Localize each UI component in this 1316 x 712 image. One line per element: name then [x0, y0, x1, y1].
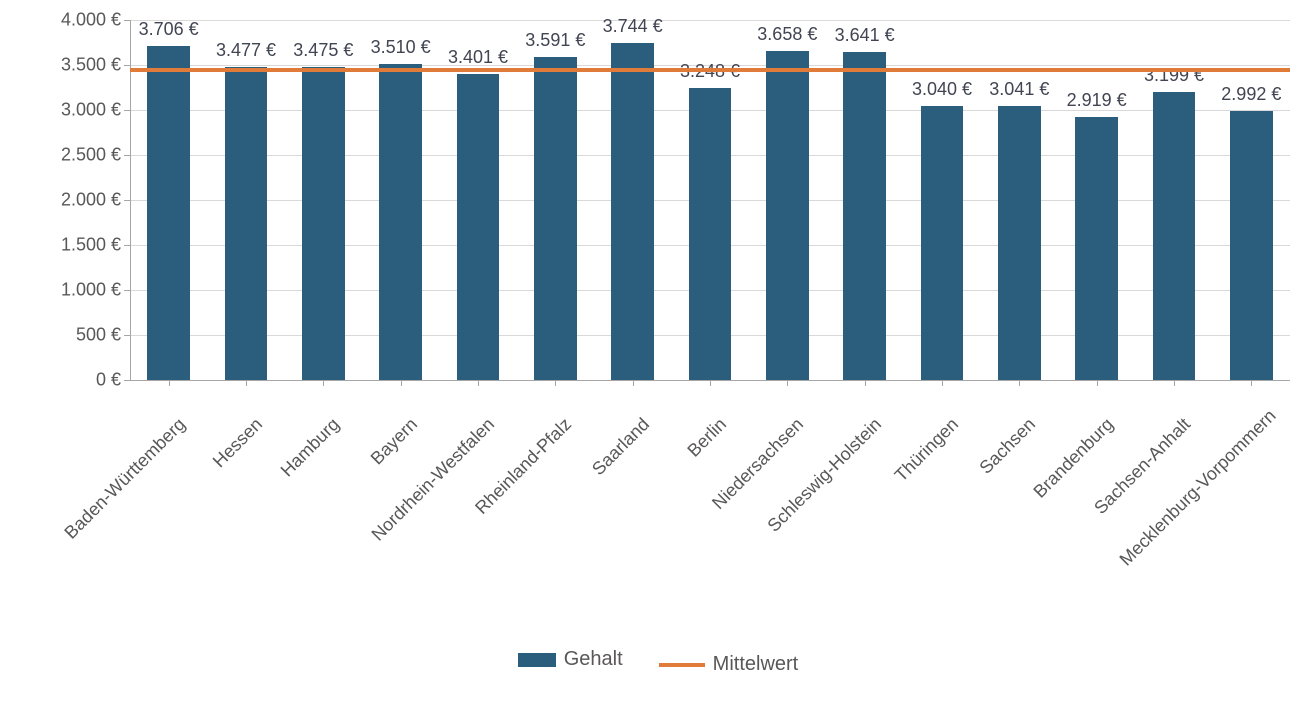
x-tick-label: Saarland	[497, 414, 653, 570]
x-tick-label: Rheinland-Pfalz	[420, 414, 576, 570]
bar	[534, 57, 577, 380]
x-tick-mark	[323, 380, 324, 386]
legend-item: Mittelwert	[659, 653, 799, 676]
bar-value-label: 3.658 €	[757, 24, 817, 45]
x-tick-label: Baden-Württemberg	[33, 414, 189, 570]
x-tick-mark	[169, 380, 170, 386]
legend-item: Gehalt	[518, 648, 623, 671]
bar	[843, 52, 886, 380]
bar-value-label: 3.641 €	[835, 25, 895, 46]
x-tick-mark	[246, 380, 247, 386]
bar-value-label: 3.591 €	[525, 30, 585, 51]
bar	[379, 64, 422, 380]
legend: Gehalt Mittelwert	[0, 648, 1316, 676]
bar	[1153, 92, 1196, 380]
y-tick-label: 1.000 €	[11, 280, 121, 301]
y-tick-label: 500 €	[11, 325, 121, 346]
y-tick-label: 2.000 €	[11, 190, 121, 211]
x-tick-mark	[942, 380, 943, 386]
x-tick-label: Thüringen	[807, 414, 963, 570]
y-tick-label: 0 €	[11, 370, 121, 391]
bar-value-label: 3.477 €	[216, 40, 276, 61]
x-tick-mark	[478, 380, 479, 386]
x-tick-mark	[1174, 380, 1175, 386]
x-tick-mark	[865, 380, 866, 386]
bar-value-label: 3.744 €	[603, 16, 663, 37]
x-tick-mark	[710, 380, 711, 386]
x-tick-label: Schleswig-Holstein	[729, 414, 885, 570]
x-tick-mark	[787, 380, 788, 386]
bar-value-label: 3.040 €	[912, 79, 972, 100]
x-tick-label: Hamburg	[188, 414, 344, 570]
y-tick-label: 4.000 €	[11, 10, 121, 31]
x-tick-label: Bayern	[265, 414, 421, 570]
bar-value-label: 3.706 €	[139, 19, 199, 40]
y-axis-line	[130, 20, 131, 380]
x-tick-mark	[401, 380, 402, 386]
bar	[921, 106, 964, 380]
bar-value-label: 3.401 €	[448, 47, 508, 68]
bar	[611, 43, 654, 380]
bar	[302, 67, 345, 380]
x-tick-mark	[1097, 380, 1098, 386]
legend-swatch-line	[659, 663, 705, 667]
x-tick-mark	[555, 380, 556, 386]
y-tick-label: 3.500 €	[11, 55, 121, 76]
plot-area: 3.706 € 3.477 € 3.475 € 3.510 € 3.401 € 3.591…	[130, 20, 1290, 380]
bar-value-label: 3.475 €	[293, 40, 353, 61]
legend-label: Mittelwert	[713, 653, 799, 676]
mean-line	[130, 68, 1290, 72]
bar	[147, 46, 190, 380]
bar-value-label: 2.992 €	[1221, 84, 1281, 105]
x-tick-label: Berlin	[575, 414, 731, 570]
x-tick-mark	[1019, 380, 1020, 386]
x-tick-mark	[1251, 380, 1252, 386]
bar	[766, 51, 809, 380]
bar-value-label: 3.041 €	[989, 79, 1049, 100]
y-tick-label: 3.000 €	[11, 100, 121, 121]
x-tick-label: Hessen	[111, 414, 267, 570]
bar	[1230, 111, 1273, 380]
x-tick-label: Sachsen	[884, 414, 1040, 570]
legend-label: Gehalt	[564, 648, 623, 671]
bar	[457, 74, 500, 380]
x-tick-mark	[633, 380, 634, 386]
bar	[1075, 117, 1118, 380]
x-tick-label: Mecklenburg-Vorpommern	[1116, 414, 1272, 570]
x-tick-label: Niedersachsen	[652, 414, 808, 570]
legend-swatch-bar	[518, 653, 556, 667]
x-tick-label: Nordrhein-Westfalen	[343, 414, 499, 570]
x-tick-label: Sachsen-Anhalt	[1039, 414, 1195, 570]
x-tick-label: Brandenburg	[961, 414, 1117, 570]
bar-value-label: 2.919 €	[1067, 90, 1127, 111]
bar-value-label: 3.510 €	[371, 37, 431, 58]
gridline	[130, 20, 1290, 21]
bar	[689, 88, 732, 380]
y-tick-label: 2.500 €	[11, 145, 121, 166]
y-tick-label: 1.500 €	[11, 235, 121, 256]
salary-chart: 3.706 € 3.477 € 3.475 € 3.510 € 3.401 € 3.591…	[0, 0, 1316, 712]
bar	[225, 67, 268, 380]
bar	[998, 106, 1041, 380]
